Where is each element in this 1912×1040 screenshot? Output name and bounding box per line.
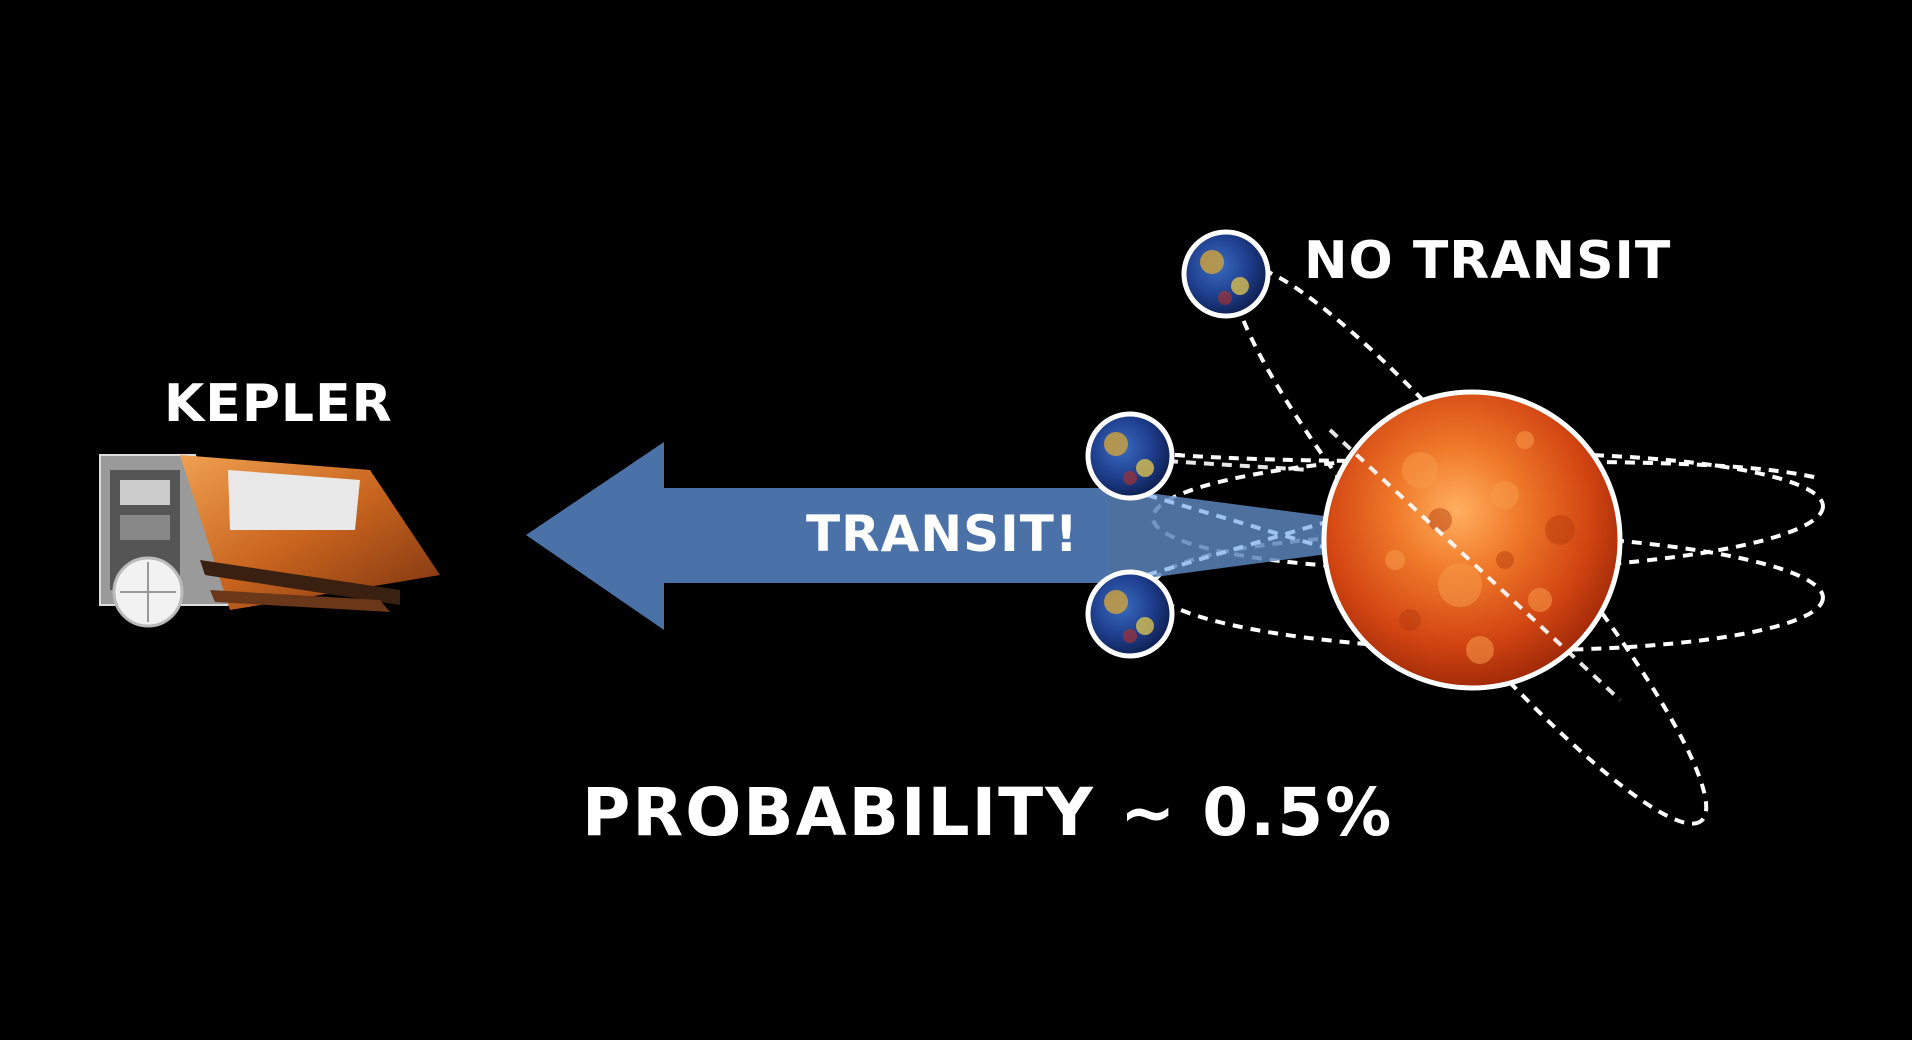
planet-transit-upper [1085, 411, 1175, 501]
kepler-spacecraft-icon [99, 454, 440, 628]
orbit-overlay [1149, 428, 1622, 702]
no-transit-label: NO TRANSIT [1304, 231, 1672, 291]
arrow-shape [526, 442, 1470, 630]
transit-label: TRANSIT! [806, 505, 1079, 563]
kepler-label: KEPLER [164, 374, 393, 434]
planet-transit-lower [1085, 569, 1175, 659]
sun-star-icon [1321, 389, 1623, 691]
probability-label: PROBABILITY ~ 0.5% [582, 774, 1394, 851]
planet-no-transit [1181, 229, 1271, 319]
